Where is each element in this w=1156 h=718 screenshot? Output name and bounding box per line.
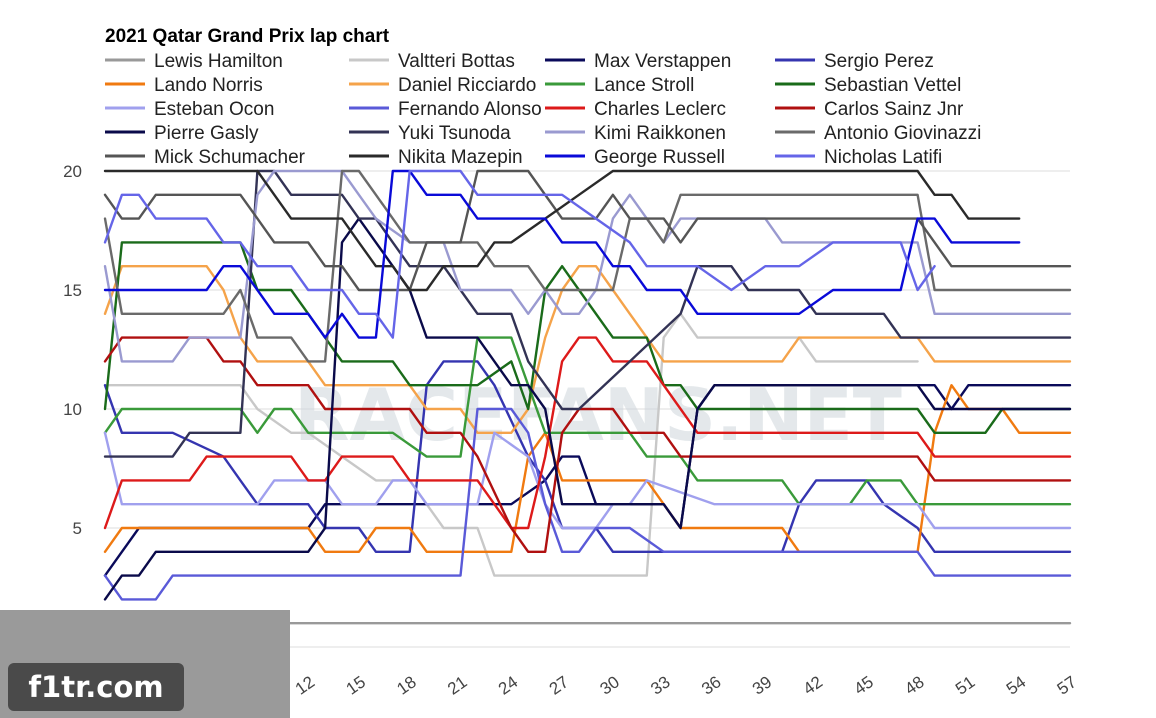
x-axis-ticks: 12 15 18 21 24 27 30 33 36 39 42 45 48 51 54 57 bbox=[292, 672, 1080, 698]
legend-item: Charles Leclerc bbox=[545, 99, 726, 120]
series-line bbox=[103, 407, 1072, 601]
x-tick-label: 36 bbox=[698, 672, 724, 698]
x-tick-label: 18 bbox=[393, 672, 419, 698]
chart-title: 2021 Qatar Grand Prix lap chart bbox=[105, 26, 390, 47]
legend-item: Kimi Raikkonen bbox=[545, 123, 726, 144]
x-tick-label: 12 bbox=[292, 672, 318, 698]
legend-item: Nicholas Latifi bbox=[775, 147, 942, 168]
x-tick-label: 45 bbox=[850, 672, 876, 698]
legend-item: Sebastian Vettel bbox=[775, 75, 961, 96]
legend-item: Lewis Hamilton bbox=[105, 51, 283, 72]
series-line bbox=[103, 360, 1072, 553]
series-line bbox=[103, 169, 1072, 458]
legend-label: Lando Norris bbox=[154, 75, 263, 96]
legend-label: Daniel Ricciardo bbox=[398, 75, 536, 96]
legend-label: Antonio Giovinazzi bbox=[824, 123, 981, 144]
legend-item: Pierre Gasly bbox=[105, 123, 259, 144]
legend-label: Max Verstappen bbox=[594, 51, 731, 72]
legend-item: Lando Norris bbox=[105, 75, 263, 96]
x-tick-label: 42 bbox=[800, 672, 826, 698]
x-tick-label: 27 bbox=[546, 672, 572, 698]
legend-label: Kimi Raikkonen bbox=[594, 123, 726, 144]
legend: Lewis Hamilton Valtteri Bottas Max Verstap… bbox=[105, 51, 981, 168]
legend-item: Mick Schumacher bbox=[105, 147, 306, 168]
y-tick-label: 15 bbox=[63, 281, 82, 300]
legend-item: Esteban Ocon bbox=[105, 99, 274, 120]
legend-item: Antonio Giovinazzi bbox=[775, 123, 981, 144]
legend-label: Fernando Alonso bbox=[398, 99, 542, 120]
x-tick-label: 24 bbox=[495, 672, 521, 698]
legend-label: Sebastian Vettel bbox=[824, 75, 961, 96]
racefans-watermark: RACEFANS.NET bbox=[294, 373, 902, 457]
legend-item: Yuki Tsunoda bbox=[349, 123, 511, 144]
series-line bbox=[103, 431, 1072, 530]
x-tick-label: 39 bbox=[749, 672, 775, 698]
series-line bbox=[103, 169, 936, 339]
x-tick-label: 30 bbox=[597, 672, 623, 698]
y-axis-ticks: 20 15 10 5 bbox=[63, 162, 82, 538]
series-line bbox=[103, 169, 1072, 363]
legend-item: Max Verstappen bbox=[545, 51, 731, 72]
series-lines bbox=[103, 169, 1072, 625]
legend-item: Daniel Ricciardo bbox=[349, 75, 536, 96]
y-tick-label: 5 bbox=[73, 519, 82, 538]
legend-item: Sergio Perez bbox=[775, 51, 934, 72]
series-line bbox=[103, 169, 1021, 339]
y-tick-label: 20 bbox=[63, 162, 82, 181]
series-line bbox=[103, 384, 1072, 553]
legend-item: Carlos Sainz Jnr bbox=[775, 99, 964, 120]
legend-label: Nikita Mazepin bbox=[398, 147, 523, 168]
series-line bbox=[103, 241, 1072, 434]
legend-label: Valtteri Bottas bbox=[398, 51, 515, 72]
x-tick-label: 48 bbox=[901, 672, 927, 698]
x-tick-label: 33 bbox=[647, 672, 673, 698]
x-tick-label: 54 bbox=[1003, 672, 1029, 698]
legend-label: Sergio Perez bbox=[824, 51, 934, 72]
legend-label: Lewis Hamilton bbox=[154, 51, 283, 72]
x-tick-label: 21 bbox=[444, 672, 470, 698]
x-tick-label: 57 bbox=[1054, 672, 1080, 698]
legend-label: Yuki Tsunoda bbox=[398, 123, 511, 144]
series-line bbox=[103, 169, 1021, 292]
legend-item: Lance Stroll bbox=[545, 75, 694, 96]
legend-item: Nikita Mazepin bbox=[349, 147, 523, 168]
x-tick-label: 51 bbox=[952, 672, 978, 698]
legend-label: Esteban Ocon bbox=[154, 99, 274, 120]
series-line bbox=[103, 312, 919, 577]
legend-item: Fernando Alonso bbox=[349, 99, 542, 120]
legend-label: George Russell bbox=[594, 147, 725, 168]
legend-label: Charles Leclerc bbox=[594, 99, 726, 120]
x-tick-label: 15 bbox=[343, 672, 369, 698]
legend-label: Lance Stroll bbox=[594, 75, 694, 96]
legend-item: George Russell bbox=[545, 147, 725, 168]
f1tr-badge: f1tr.com bbox=[8, 663, 184, 711]
legend-label: Pierre Gasly bbox=[154, 123, 259, 144]
series-line bbox=[103, 217, 1072, 601]
legend-label: Mick Schumacher bbox=[154, 147, 306, 168]
legend-label: Carlos Sainz Jnr bbox=[824, 99, 964, 120]
y-tick-label: 10 bbox=[63, 400, 82, 419]
series-line bbox=[103, 336, 1072, 553]
legend-item: Valtteri Bottas bbox=[349, 51, 515, 72]
legend-label: Nicholas Latifi bbox=[824, 147, 942, 168]
